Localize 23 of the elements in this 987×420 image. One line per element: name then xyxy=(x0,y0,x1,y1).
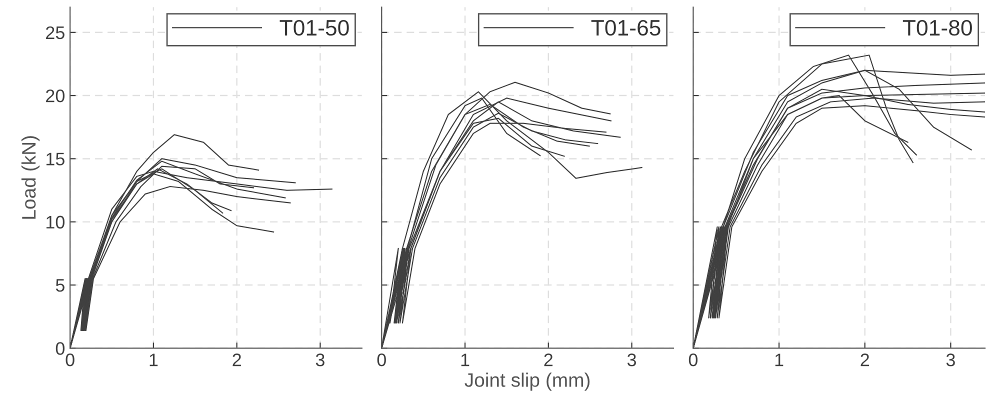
x-tick-label: 3 xyxy=(946,354,955,366)
x-tick-label: 3 xyxy=(627,354,636,366)
x-tick-label: 0 xyxy=(66,354,74,366)
x-tick-label: 2 xyxy=(544,354,553,366)
legend-label: T01-80 xyxy=(902,20,972,36)
y-tick-label: 20 xyxy=(46,89,65,102)
x-tick-label: 0 xyxy=(688,354,698,366)
x-tick-label: 1 xyxy=(461,354,470,366)
x-tick-label: 1 xyxy=(775,354,784,366)
x-tick-label: 0 xyxy=(377,354,386,366)
x-tick-label: 3 xyxy=(316,354,324,366)
y-tick-label: 25 xyxy=(46,26,64,40)
y-tick-label: 15 xyxy=(46,152,64,166)
x-axis-title: Joint slip (mm) xyxy=(464,372,590,391)
legend-label: T01-65 xyxy=(591,20,660,36)
x-tick-label: 2 xyxy=(860,354,869,366)
y-tick-label: 5 xyxy=(56,279,64,292)
x-tick-label: 2 xyxy=(232,354,241,366)
y-tick-label: 0 xyxy=(56,342,65,355)
y-tick-label: 10 xyxy=(46,216,65,229)
legend-label: T01-50 xyxy=(280,20,349,36)
x-tick-label: 1 xyxy=(150,354,158,366)
y-axis-title: Load (kN) xyxy=(21,136,40,219)
